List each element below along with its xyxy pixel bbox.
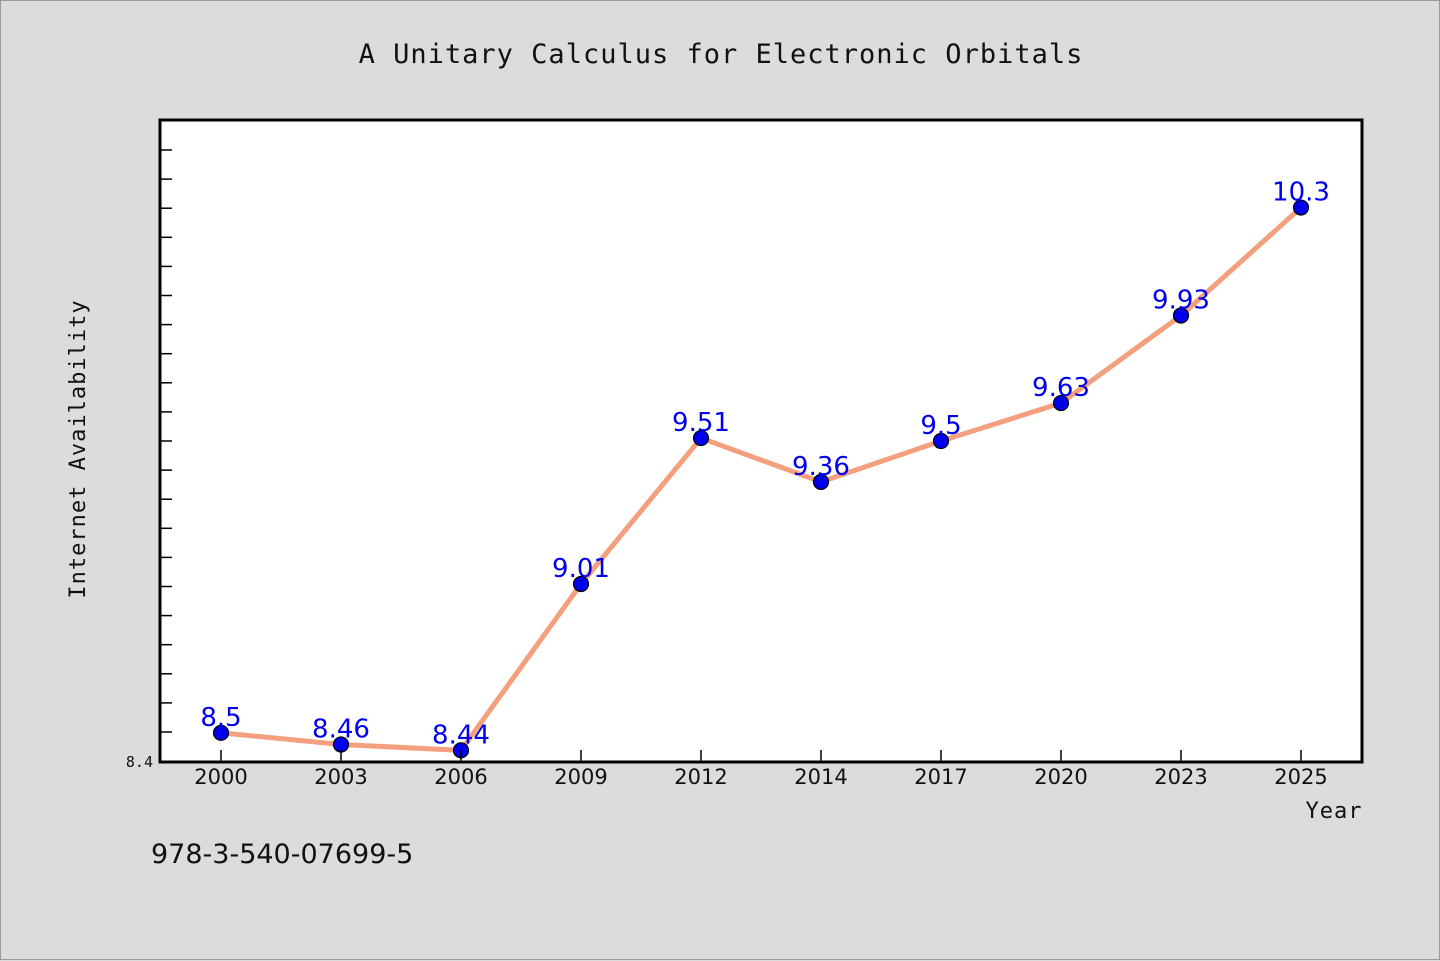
data-label: 9.93 xyxy=(1152,286,1210,316)
data-label: 9.5 xyxy=(920,411,961,441)
data-point xyxy=(212,724,230,741)
series-line-layer xyxy=(218,205,1304,753)
data-label-layer: 8.5 8.46 8.44 9.01 9.51 9.36 9.5 9.63 9.93 10.3 xyxy=(200,178,1330,751)
x-axis-label: Year xyxy=(1306,799,1363,824)
data-label: 8.46 xyxy=(312,714,370,744)
x-tick-label: 2000 xyxy=(194,765,247,789)
data-label: 9.36 xyxy=(792,452,850,482)
y-tick-layer: 8.4 xyxy=(126,753,153,771)
data-label: 8.44 xyxy=(432,720,490,750)
data-label: 9.01 xyxy=(552,554,610,584)
data-label: 10.3 xyxy=(1272,178,1330,208)
x-tick-label: 2017 xyxy=(914,765,967,789)
x-tick-layer: 2000 2003 2006 2009 2012 2014 2017 2020 2023 2025 xyxy=(194,750,1328,789)
data-point xyxy=(932,432,950,450)
x-tick-label: 2012 xyxy=(674,765,727,789)
data-label: 9.51 xyxy=(672,408,730,438)
series-line xyxy=(218,205,1304,753)
data-point xyxy=(1172,307,1190,324)
y-minor-ticks xyxy=(160,149,172,733)
data-point xyxy=(1292,199,1310,216)
chart-title: A Unitary Calculus for Electronic Orbita… xyxy=(359,39,1084,70)
data-label: 8.5 xyxy=(200,703,241,733)
x-tick-label: 2023 xyxy=(1154,765,1207,789)
plot-area xyxy=(160,120,1362,762)
plot-frame xyxy=(158,118,1364,764)
marker-layer xyxy=(212,199,1310,759)
x-tick-label: 2014 xyxy=(794,765,847,789)
y-tick-label: 8.4 xyxy=(126,753,153,771)
data-point xyxy=(1052,394,1070,412)
y-axis-label: Internet Availability xyxy=(66,299,91,598)
data-point xyxy=(812,473,830,490)
x-tick-label: 2020 xyxy=(1034,765,1087,789)
x-tick-label: 2006 xyxy=(434,765,487,789)
data-point xyxy=(692,429,710,447)
data-label: 9.63 xyxy=(1032,373,1090,403)
x-tick-label: 2003 xyxy=(314,765,367,789)
data-point xyxy=(572,575,590,593)
isbn-text: 978-3-540-07699-5 xyxy=(151,839,413,870)
x-tick-label: 2025 xyxy=(1274,765,1327,789)
x-tick-label: 2009 xyxy=(554,765,607,789)
